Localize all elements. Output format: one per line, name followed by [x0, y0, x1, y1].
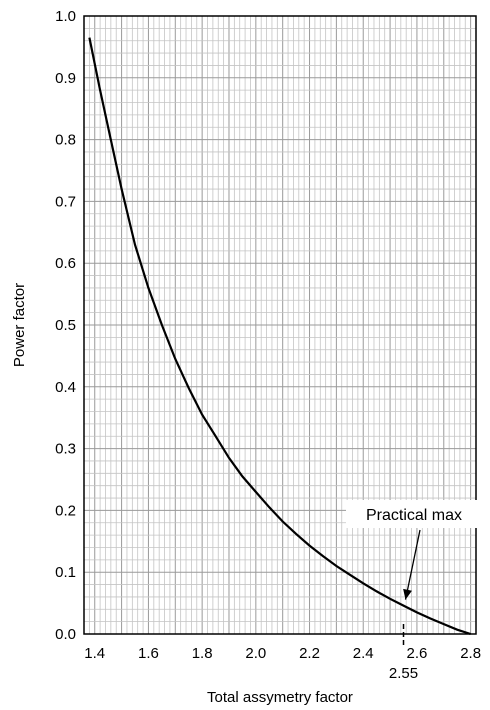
x-axis-ticks: 1.4 1.6 1.8 2.0 2.2 2.4 2.6 2.8	[84, 645, 481, 662]
y-tick-label: 0.7	[55, 193, 76, 210]
annotation-practical-max-label: Practical max	[366, 507, 462, 524]
y-tick-label: 0.2	[55, 502, 76, 519]
annotations: Practical max 2.55	[346, 500, 482, 682]
annotation-arrow-line	[404, 529, 421, 600]
y-axis-ticks: 0.0 0.1 0.2 0.3 0.4 0.5 0.6 0.7 0.8 0.9 1.0	[55, 8, 76, 643]
annotation-max-value: 2.55	[383, 624, 424, 682]
x-axis-label: Total assymetry factor	[207, 689, 353, 706]
y-tick-label: 0.9	[55, 70, 76, 87]
annotation-background	[346, 500, 482, 528]
y-axis-label: Power factor	[11, 283, 28, 367]
x-tick-label: 1.8	[192, 645, 213, 662]
y-tick-label: 0.0	[55, 626, 76, 643]
y-tick-label: 0.1	[55, 564, 76, 581]
y-tick-label: 0.3	[55, 441, 76, 458]
annotation-practical-max: Practical max	[346, 500, 482, 600]
x-tick-label: 2.8	[460, 645, 481, 662]
annotation-arrow-head	[403, 588, 412, 600]
x-tick-label: 1.6	[138, 645, 159, 662]
series-line	[88, 37, 471, 636]
annotation-max-value-label: 2.55	[389, 665, 418, 682]
y-tick-label: 0.6	[55, 255, 76, 272]
y-tick-label: 1.0	[55, 8, 76, 25]
annotation-max-background	[383, 662, 424, 682]
y-tick-label: 0.8	[55, 132, 76, 149]
x-tick-label: 1.4	[84, 645, 105, 662]
y-tick-label: 0.4	[55, 379, 76, 396]
x-tick-label: 2.6	[407, 645, 428, 662]
plot-frame	[83, 15, 477, 635]
x-tick-label: 2.0	[245, 645, 266, 662]
x-tick-label: 2.2	[299, 645, 320, 662]
x-tick-label: 2.4	[353, 645, 374, 662]
y-tick-label: 0.5	[55, 317, 76, 334]
